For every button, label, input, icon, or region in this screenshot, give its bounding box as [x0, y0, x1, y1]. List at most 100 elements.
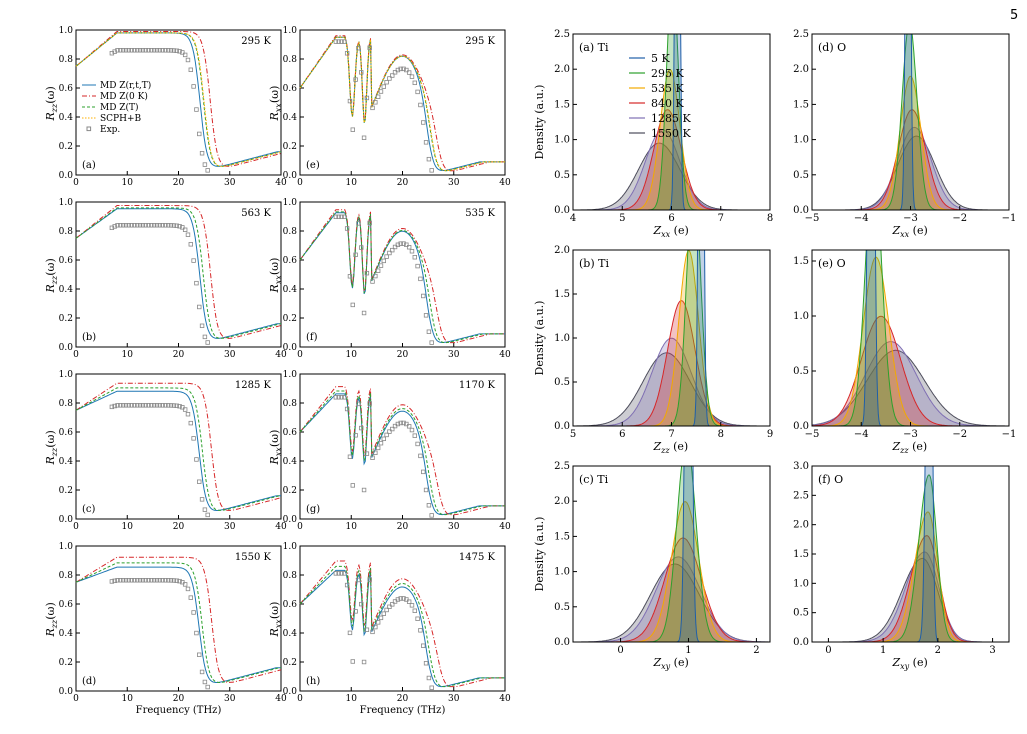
y-tick-label: 0.2 — [59, 658, 73, 668]
exp-point — [149, 578, 154, 583]
exp-point — [395, 67, 401, 73]
density-series-295k — [812, 250, 1009, 426]
exp-point — [160, 578, 165, 583]
density-series-295k — [573, 466, 770, 642]
y-tick-label: 0.8 — [283, 55, 298, 65]
y-axis-label: Rzz(ω) — [44, 258, 59, 293]
exp-point — [347, 454, 353, 459]
exp-point — [387, 76, 392, 81]
exp-point — [418, 276, 423, 282]
exp-point — [135, 403, 140, 408]
exp-point — [137, 578, 143, 583]
exp-point — [390, 426, 395, 432]
exp-point — [344, 51, 350, 56]
y-tick-label: 1.0 — [554, 567, 570, 578]
legend-entry: 1285 K — [651, 112, 691, 125]
exp-point — [409, 603, 415, 608]
exp-point — [174, 578, 179, 583]
exp-point — [205, 340, 210, 345]
density-series-group — [812, 250, 1009, 426]
exp-point — [188, 595, 193, 600]
y-tick-label: 2.0 — [554, 496, 570, 507]
x-tick-label: 0 — [297, 522, 303, 532]
reflectivity-panel-c: 0 10 20 30 40 0.0 0.2 0.4 0.6 0.8 1.0 Rzz(ω) 1285 K (… — [44, 370, 287, 532]
exp-point — [367, 45, 372, 50]
exp-point — [132, 223, 137, 228]
exp-point — [359, 70, 364, 75]
exp-point — [126, 223, 131, 228]
exp-point — [109, 225, 115, 231]
y-tick-label: 0.0 — [554, 637, 570, 648]
exp-point — [146, 403, 151, 408]
y-tick-label: 0.4 — [59, 285, 74, 295]
panel-label: (e) O — [818, 257, 846, 270]
exp-point — [426, 675, 432, 681]
temperature-label: 295 K — [241, 36, 271, 47]
exp-point — [415, 263, 420, 269]
x-tick-label: 40 — [499, 694, 511, 704]
panel-label: (c) — [82, 504, 96, 515]
exp-point — [426, 329, 432, 334]
exp-point — [333, 395, 339, 400]
legend-entry: 5 K — [651, 52, 670, 65]
exp-point — [166, 48, 171, 53]
exp-point — [347, 98, 353, 104]
exp-point — [197, 479, 202, 484]
exp-point — [135, 223, 140, 228]
exp-point — [112, 578, 117, 584]
md-t-series — [299, 390, 505, 516]
exp-point — [137, 403, 143, 408]
reflectivity-panel-a: 0 10 20 30 40 0.0 0.2 0.4 0.6 0.8 1.0 Rzz(ω) 295 K (a… — [44, 26, 287, 188]
density-series-5k — [812, 34, 1009, 210]
y-tick-label: 1.0 — [554, 333, 570, 344]
exp-point — [182, 227, 188, 232]
exp-point — [120, 223, 126, 228]
exp-point — [129, 48, 134, 53]
legend-entry: MD Z(0 K) — [100, 91, 148, 102]
x-tick-label: 40 — [275, 522, 287, 532]
exp-point — [197, 131, 202, 137]
y-tick-label: 1.5 — [793, 256, 809, 267]
exp-point — [171, 578, 177, 583]
md-0k-series — [299, 35, 505, 172]
md-t-series — [299, 36, 505, 172]
exp-point — [149, 223, 154, 228]
x-tick-label: 8 — [767, 213, 773, 224]
x-tick-label: 0 — [73, 694, 79, 704]
panel-label: (e) — [306, 160, 320, 171]
y-tick-label: 0.0 — [554, 205, 570, 216]
y-tick-label: 0.6 — [283, 600, 298, 610]
exp-point — [143, 578, 148, 583]
exp-point — [406, 245, 412, 250]
exp-point — [118, 48, 123, 53]
y-tick-label: 0.6 — [59, 84, 74, 94]
exp-point — [409, 427, 415, 433]
y-tick-label: 0.0 — [59, 515, 74, 525]
x-tick-label: 20 — [397, 178, 409, 188]
x-tick-label: 1 — [880, 645, 886, 656]
temperature-label: 295 K — [465, 36, 495, 47]
x-tick-label: 20 — [397, 694, 409, 704]
x-tick-label: 10 — [346, 178, 358, 188]
exp-point — [151, 223, 157, 228]
x-tick-label: 20 — [173, 178, 185, 188]
exp-point — [109, 404, 115, 410]
x-tick-label: 30 — [448, 694, 460, 704]
x-tick-label: 0 — [73, 178, 79, 188]
x-tick-label: 30 — [448, 522, 460, 532]
exp-point — [404, 67, 409, 73]
exp-point — [163, 403, 168, 408]
exp-point — [390, 602, 395, 607]
exp-point — [177, 224, 182, 229]
exp-point — [350, 127, 355, 132]
plot-frame — [299, 29, 506, 176]
y-tick-label: 1.0 — [59, 198, 74, 208]
x-tick-label: 40 — [499, 178, 511, 188]
exp-point — [409, 249, 415, 254]
exp-point — [157, 48, 162, 53]
exp-point — [188, 242, 193, 247]
md-0k-series — [299, 209, 505, 344]
y-tick-label: 0.0 — [59, 687, 74, 697]
x-tick-label: 0 — [73, 350, 79, 360]
